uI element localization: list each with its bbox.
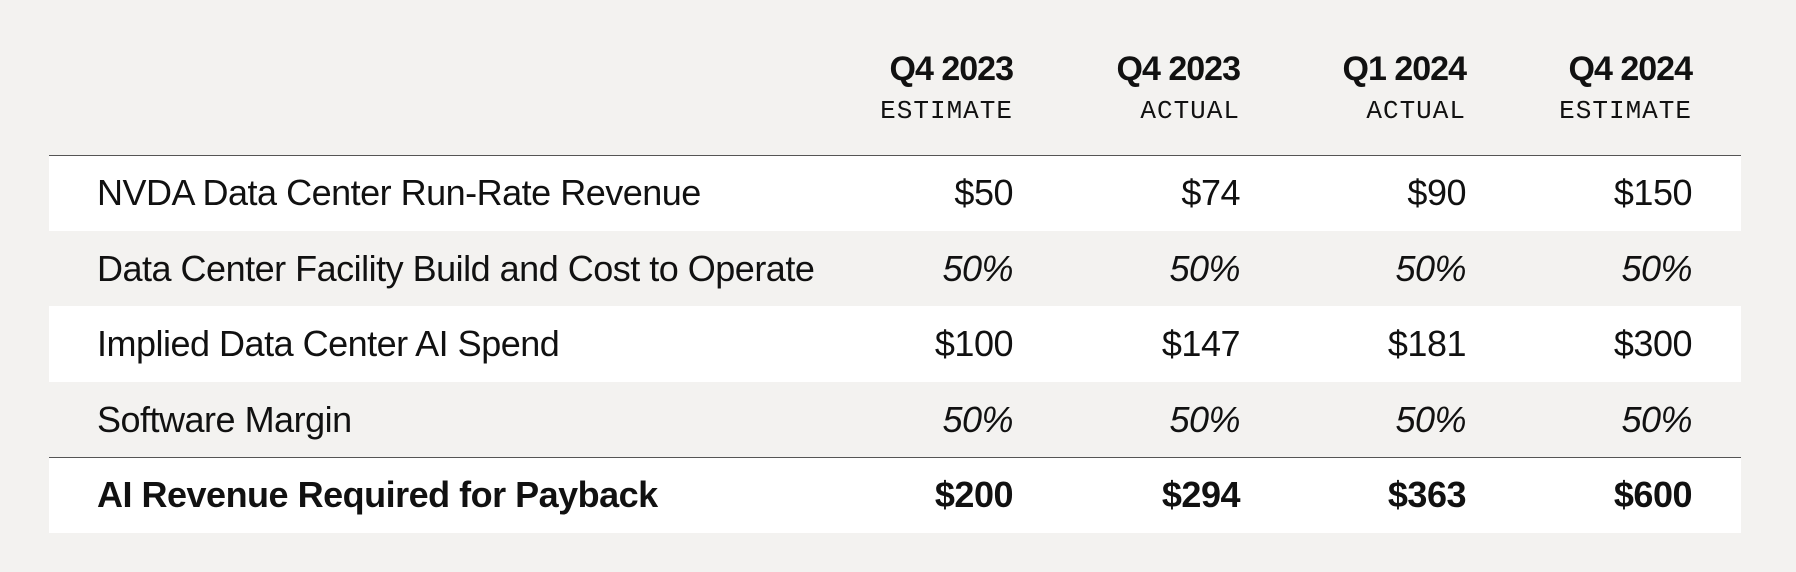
row-value: $300 <box>1613 323 1693 365</box>
row-value: $150 <box>1613 172 1693 213</box>
row-value: $74 <box>1181 172 1240 213</box>
row-value: 50% <box>942 398 1013 440</box>
row-value: $100 <box>934 323 1014 365</box>
column-kind: ESTIMATE <box>880 96 1013 126</box>
column-period: Q4 2024 <box>1568 50 1693 88</box>
row-value: $200 <box>934 474 1014 516</box>
row-label: Data Center Facility Build and Cost to O… <box>97 247 815 289</box>
row-label: AI Revenue Required for Payback <box>97 474 658 516</box>
row-value: 50% <box>1621 398 1692 440</box>
row-value: $147 <box>1161 323 1241 365</box>
row-value: 50% <box>1621 247 1692 289</box>
table-row <box>49 155 1741 231</box>
table-row <box>49 457 1741 533</box>
row-value: $363 <box>1387 474 1467 516</box>
column-kind: ACTUAL <box>1366 96 1466 126</box>
column-period: Q4 2023 <box>889 50 1014 88</box>
row-value: 50% <box>1395 247 1466 289</box>
column-period: Q4 2023 <box>1116 50 1241 88</box>
table-row <box>49 306 1741 382</box>
row-value: 50% <box>1169 247 1240 289</box>
row-value: 50% <box>942 247 1013 289</box>
column-period: Q1 2024 <box>1342 50 1467 88</box>
row-label: Software Margin <box>97 398 352 440</box>
row-value: 50% <box>1395 398 1466 440</box>
separator <box>49 457 1741 459</box>
row-value: 50% <box>1169 398 1240 440</box>
row-value: $50 <box>954 172 1013 213</box>
row-label: Implied Data Center AI Spend <box>97 323 560 365</box>
row-label: NVDA Data Center Run-Rate Revenue <box>97 172 701 213</box>
header-rule <box>49 155 1741 156</box>
row-value: $90 <box>1407 172 1466 213</box>
column-kind: ESTIMATE <box>1559 96 1692 126</box>
row-value: $181 <box>1387 323 1467 365</box>
column-kind: ACTUAL <box>1140 96 1240 126</box>
row-value: $600 <box>1613 474 1693 516</box>
row-value: $294 <box>1161 474 1241 516</box>
